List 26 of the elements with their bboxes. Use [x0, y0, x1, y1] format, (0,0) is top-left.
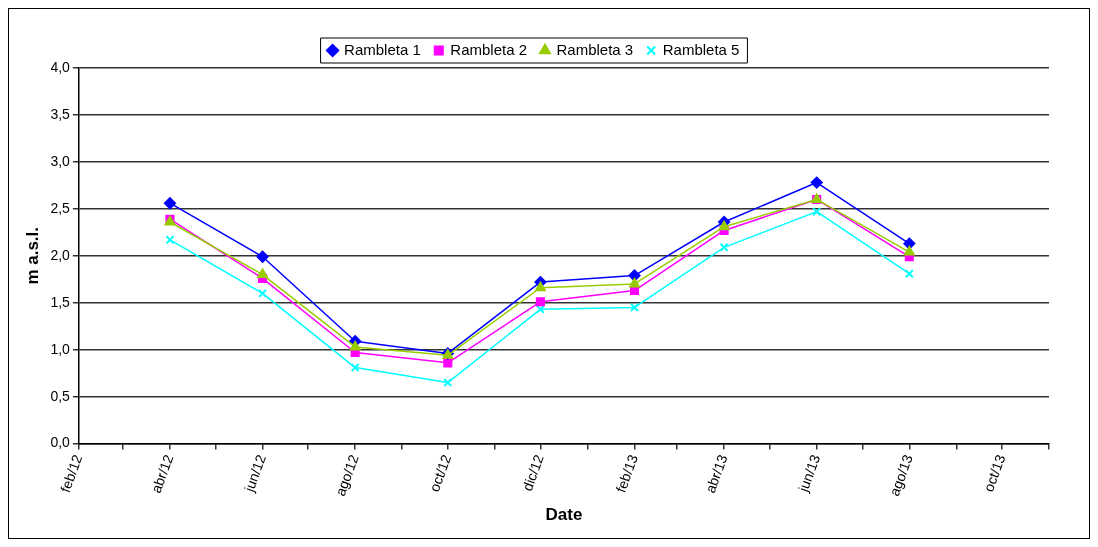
- y-tick-label: 2,5: [50, 199, 71, 216]
- y-tick-label: 1,5: [50, 293, 71, 310]
- y-tick-label: 4,0: [50, 58, 71, 75]
- y-axis-title: m a.s.l.: [22, 226, 42, 285]
- x-tick-label: ago/13: [886, 452, 916, 499]
- y-tick-label: 2,0: [50, 246, 71, 263]
- x-tick-label: jun/13: [794, 452, 824, 495]
- x-tick-label: jun/12: [240, 452, 270, 495]
- x-tick-label: abr/13: [701, 452, 731, 496]
- legend-label: Rambleta 1: [344, 40, 421, 58]
- x-tick-label: ago/12: [331, 452, 362, 499]
- x-tick-label: abr/12: [147, 452, 177, 496]
- x-tick-label: dic/12: [519, 452, 547, 493]
- y-tick-label: 0,0: [50, 434, 71, 451]
- y-tick-label: 0,5: [50, 387, 71, 404]
- x-tick-label: oct/12: [426, 452, 455, 494]
- legend-label: Rambleta 5: [662, 40, 740, 58]
- y-tick-label: 3,5: [50, 105, 71, 122]
- x-axis-title: Date: [545, 505, 583, 525]
- x-tick-label: feb/13: [612, 452, 642, 495]
- x-tick-label: oct/13: [980, 452, 1009, 494]
- y-tick-label: 1,0: [50, 340, 71, 357]
- x-tick-label: feb/12: [56, 452, 86, 495]
- legend-label: Rambleta 3: [556, 40, 634, 58]
- y-tick-label: 3,0: [50, 152, 71, 169]
- legend-label: Rambleta 2: [450, 40, 528, 58]
